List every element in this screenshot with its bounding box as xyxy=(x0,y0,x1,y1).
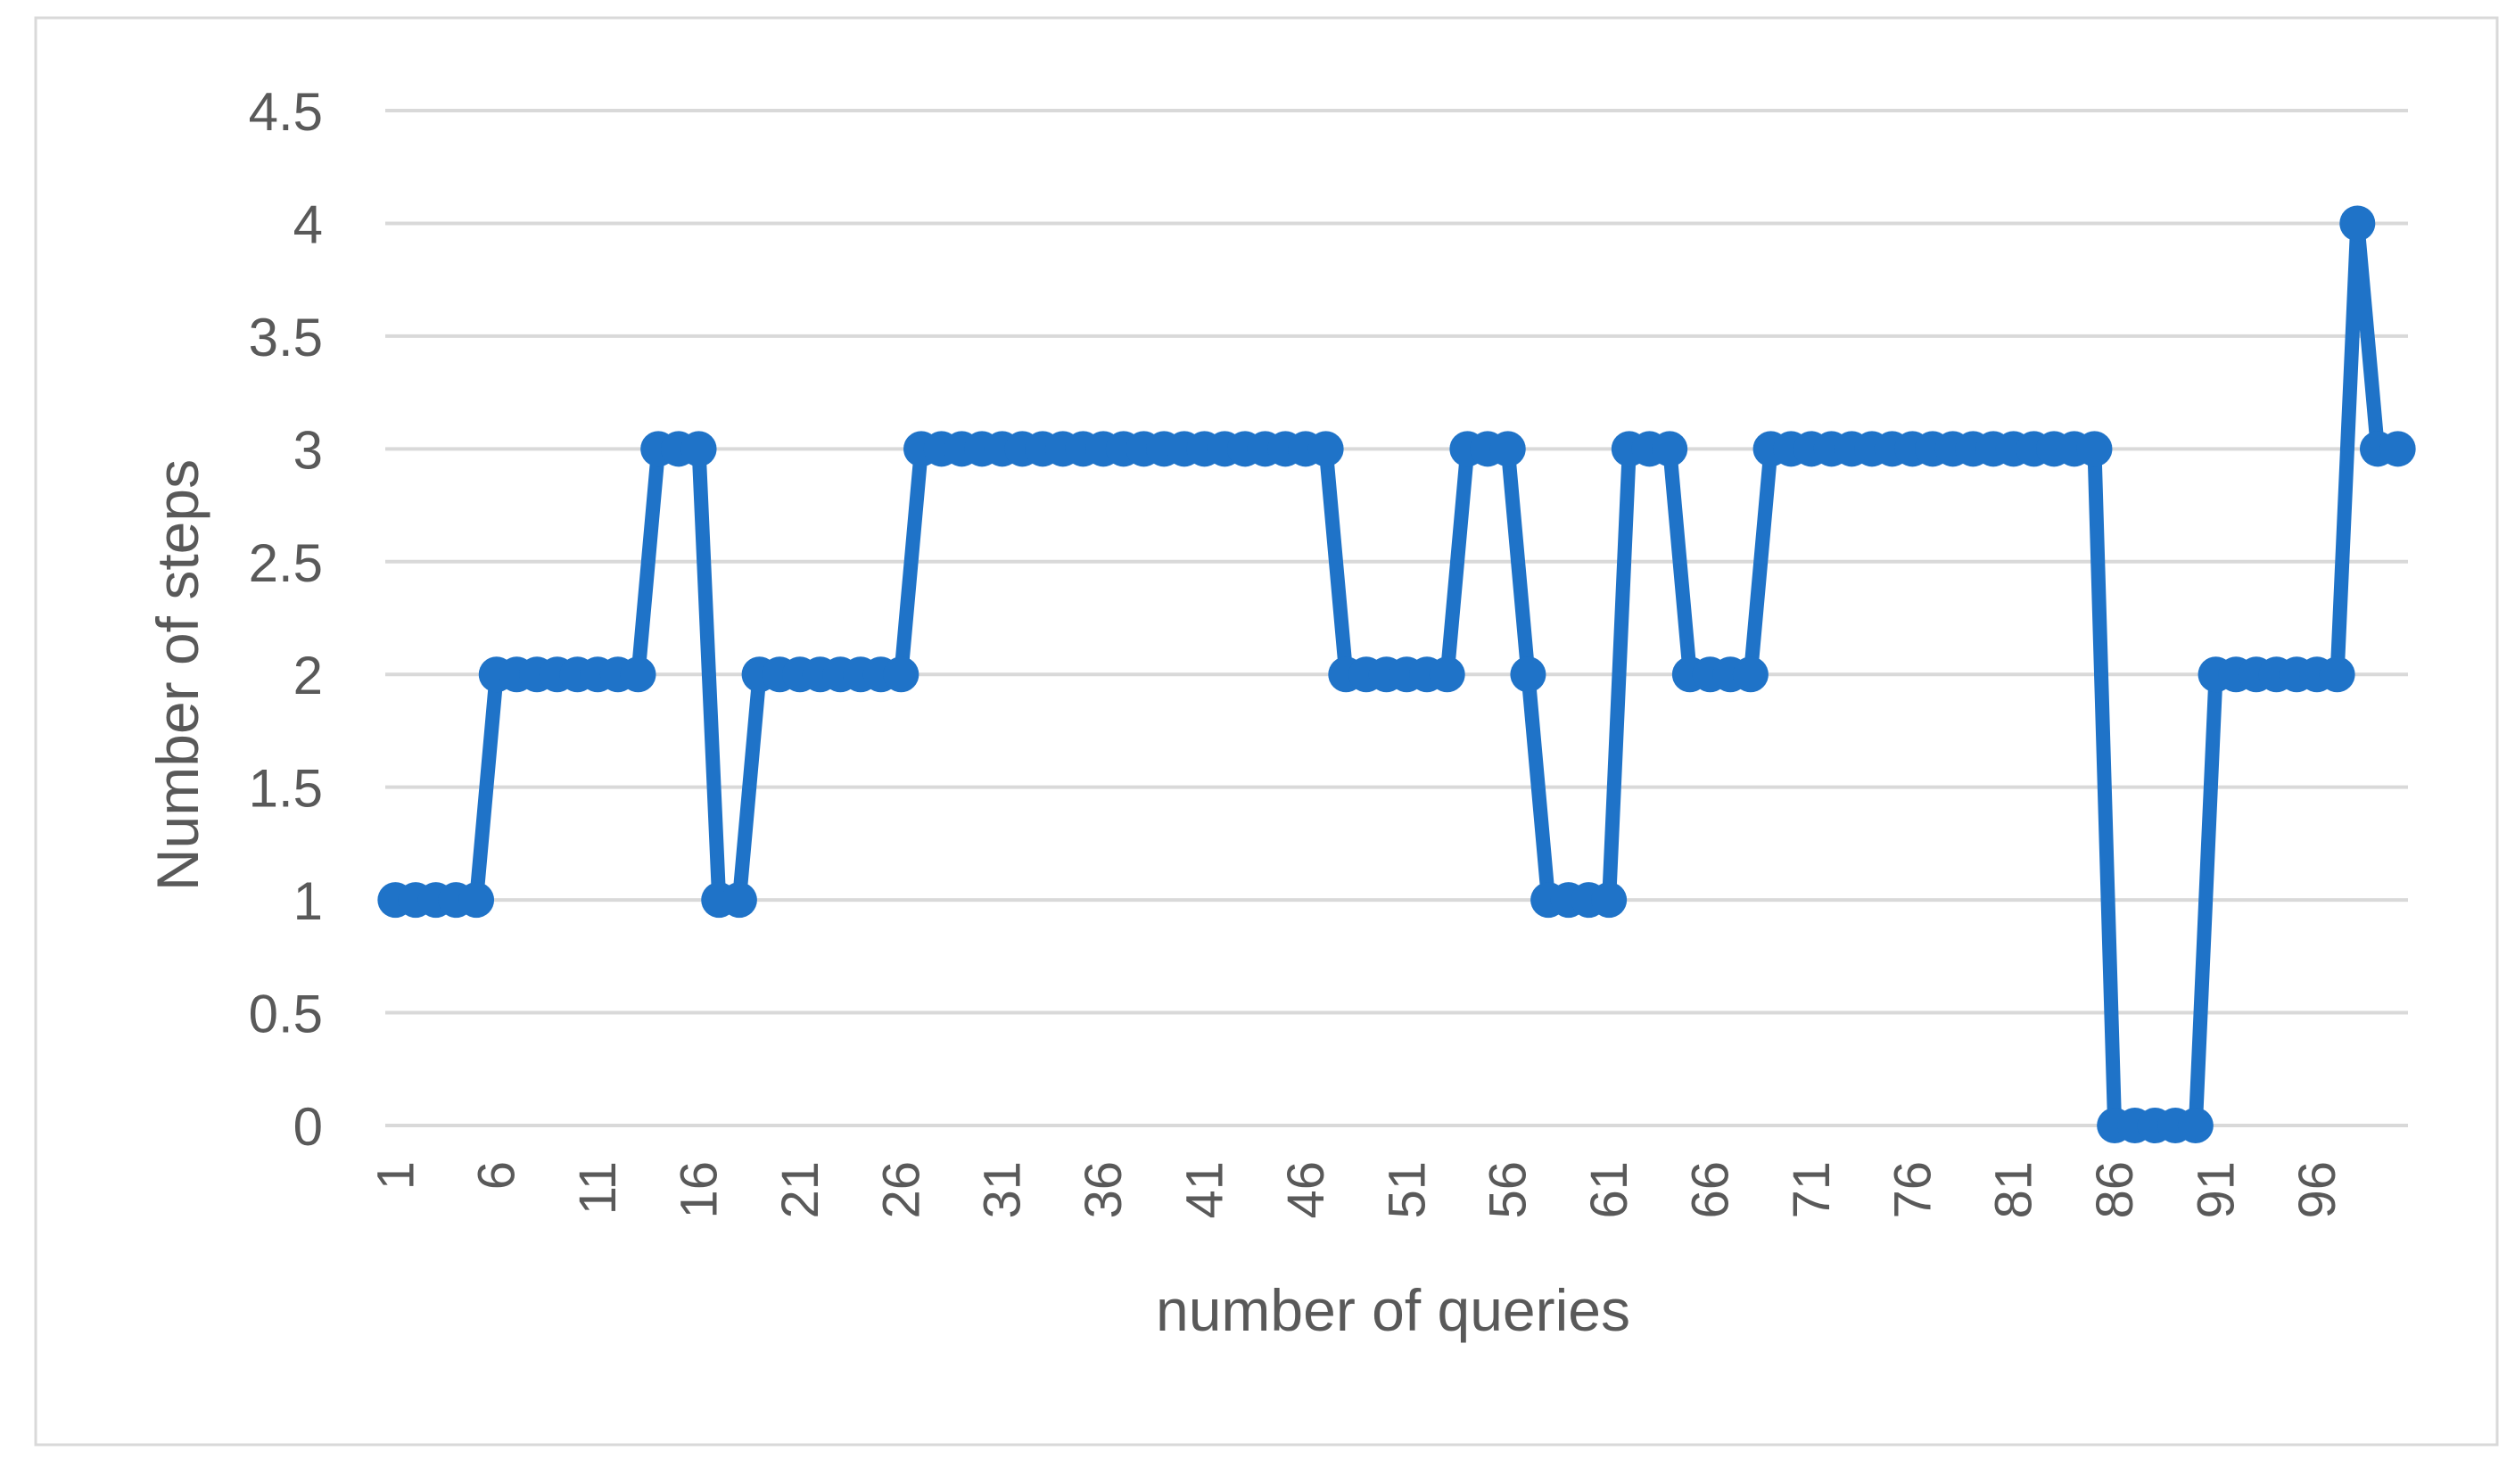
x-axis-ticks: 1 6 11 16 21 26 31 36 41 46 51 56 61 66 71 76 81 86 91 96 xyxy=(367,1161,2346,1219)
y-tick-label: 3 xyxy=(293,420,323,480)
chart-border xyxy=(34,16,2499,1447)
y-axis-title: Number of steps xyxy=(144,459,210,891)
x-tick-label: 31 xyxy=(974,1161,1032,1219)
data-point xyxy=(2076,431,2113,467)
data-point xyxy=(1732,656,1769,693)
x-tick-label: 61 xyxy=(1580,1161,1638,1219)
x-tick-label: 56 xyxy=(1480,1161,1538,1219)
y-tick-label: 2.5 xyxy=(249,533,323,593)
data-point xyxy=(1489,431,1526,467)
x-tick-label: 96 xyxy=(2288,1161,2346,1219)
x-tick-label: 81 xyxy=(1985,1161,2043,1219)
data-point xyxy=(2177,1108,2214,1143)
x-tick-label: 41 xyxy=(1176,1161,1234,1219)
y-tick-label: 1.5 xyxy=(249,759,323,819)
data-point xyxy=(1591,882,1628,919)
x-tick-label: 36 xyxy=(1075,1161,1133,1219)
y-tick-label: 3.5 xyxy=(249,308,323,367)
data-point xyxy=(680,431,717,467)
x-axis-title: number of queries xyxy=(1156,1277,1630,1343)
series-layer xyxy=(377,205,2416,1143)
y-axis-ticks: 0 0.5 1 1.5 2 2.5 3 3.5 4 4.5 xyxy=(249,82,323,1157)
data-point xyxy=(1307,431,1344,467)
x-tick-label: 1 xyxy=(367,1161,425,1190)
data-point xyxy=(1652,431,1688,467)
x-tick-label: 16 xyxy=(671,1161,729,1219)
data-point xyxy=(458,882,495,919)
data-point xyxy=(620,656,656,693)
x-tick-label: 76 xyxy=(1884,1161,1942,1219)
y-tick-label: 4 xyxy=(293,194,323,254)
data-point xyxy=(2339,205,2376,242)
y-tick-label: 2 xyxy=(293,646,323,705)
data-point xyxy=(2379,431,2416,467)
x-tick-label: 6 xyxy=(468,1161,526,1190)
data-point xyxy=(721,882,757,919)
y-tick-label: 4.5 xyxy=(249,82,323,142)
x-tick-label: 71 xyxy=(1783,1161,1841,1219)
x-tick-label: 11 xyxy=(569,1161,627,1215)
x-tick-label: 21 xyxy=(771,1161,829,1219)
x-tick-label: 26 xyxy=(872,1161,930,1219)
data-point xyxy=(1510,656,1546,693)
x-tick-label: 86 xyxy=(2086,1161,2144,1219)
data-point xyxy=(1429,656,1465,693)
x-tick-label: 66 xyxy=(1682,1161,1740,1219)
y-tick-label: 0.5 xyxy=(249,985,323,1044)
x-tick-label: 91 xyxy=(2188,1161,2246,1219)
y-tick-label: 1 xyxy=(293,871,323,931)
y-tick-label: 0 xyxy=(293,1097,323,1157)
data-point xyxy=(2319,656,2355,693)
x-tick-label: 51 xyxy=(1378,1161,1436,1219)
data-point xyxy=(883,656,919,693)
x-tick-label: 46 xyxy=(1277,1161,1335,1219)
